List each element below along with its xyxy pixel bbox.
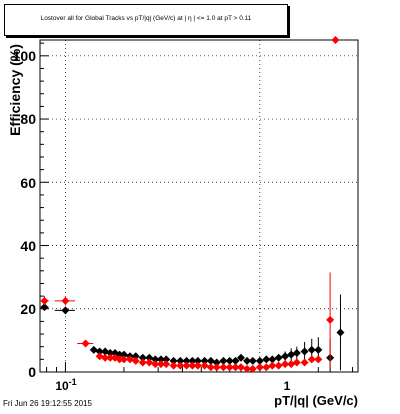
chart-title: Lostover all for Global Tracks vs pT/|q|… — [40, 15, 252, 22]
data-point — [61, 296, 70, 305]
y-tick-label-80: 80 — [20, 111, 36, 127]
data-point — [145, 358, 154, 367]
data-point — [219, 363, 228, 372]
data-point — [292, 349, 301, 358]
data-point — [89, 345, 98, 354]
data-point — [336, 328, 345, 337]
data-point — [231, 363, 240, 372]
data-point — [200, 361, 209, 370]
data-point — [281, 352, 290, 361]
data-point — [200, 356, 209, 365]
data-point — [212, 363, 221, 372]
data-point — [182, 361, 191, 370]
data-point — [40, 303, 49, 312]
x-tick-label-0.1-base: 10 — [55, 379, 69, 393]
y-tick-label-60: 60 — [20, 175, 36, 191]
data-point — [262, 363, 271, 372]
data-point — [138, 353, 147, 362]
data-point — [206, 363, 215, 372]
series-black — [40, 294, 345, 372]
series-red — [40, 36, 340, 373]
data-point — [268, 355, 277, 364]
data-point — [138, 358, 147, 367]
data-point — [219, 356, 228, 365]
data-point — [95, 347, 104, 356]
data-point — [81, 339, 90, 348]
data-point — [225, 356, 234, 365]
timestamp: Fri Jun 26 19:12:55 2015 — [3, 399, 92, 408]
data-point — [101, 353, 110, 362]
chart-title-box: Lostover all for Global Tracks vs pT/|q|… — [4, 4, 288, 36]
plot-frame — [39, 39, 359, 373]
data-point — [169, 356, 178, 365]
data-point — [326, 315, 335, 324]
data-point — [151, 360, 160, 369]
data-point — [231, 356, 240, 365]
data-point — [188, 356, 197, 365]
data-point — [206, 356, 215, 365]
grid-lines — [40, 40, 358, 373]
data-point — [151, 355, 160, 364]
data-point — [115, 355, 124, 364]
data-point — [248, 356, 257, 365]
data-point — [243, 356, 252, 365]
data-point — [193, 361, 202, 370]
data-point — [176, 356, 185, 365]
data-point — [331, 36, 340, 44]
data-point — [188, 361, 197, 370]
data-point — [274, 353, 283, 362]
data-point — [169, 361, 178, 370]
data-point — [106, 349, 115, 358]
data-point — [300, 358, 309, 367]
data-point — [145, 353, 154, 362]
data-point — [61, 306, 70, 315]
data-point — [287, 360, 296, 369]
y-tick-label-100: 100 — [13, 48, 37, 64]
data-point — [307, 355, 316, 364]
data-point — [274, 361, 283, 370]
data-point — [248, 364, 257, 373]
y-axis-label: Efficiency (%) — [7, 44, 23, 136]
data-point — [106, 353, 115, 362]
axis-ticks — [40, 42, 354, 373]
data-point — [255, 356, 264, 365]
data-point — [119, 350, 128, 359]
data-point — [287, 350, 296, 359]
data-point — [307, 345, 316, 354]
y-tick-label-20: 20 — [20, 301, 36, 317]
data-series — [40, 36, 345, 373]
data-point — [292, 358, 301, 367]
x-tick-label-0.1: 10-1 — [55, 377, 76, 393]
data-point — [236, 363, 245, 372]
data-point — [212, 358, 221, 367]
data-point — [119, 355, 128, 364]
y-tick-label-0: 0 — [28, 364, 36, 380]
data-point — [268, 361, 277, 370]
data-point — [281, 360, 290, 369]
data-point — [40, 296, 49, 305]
data-point — [314, 355, 323, 364]
data-point — [182, 356, 191, 365]
data-point — [236, 353, 245, 362]
data-point — [156, 360, 165, 369]
data-point — [314, 345, 323, 354]
data-point — [300, 347, 309, 356]
data-point — [255, 363, 264, 372]
data-point — [225, 363, 234, 372]
x-tick-label-1: 1 — [284, 379, 291, 393]
data-point — [131, 356, 140, 365]
data-point — [126, 355, 135, 364]
y-tick-label-40: 40 — [20, 238, 36, 254]
x-axis-label: pT/|q| (GeV/c) — [274, 393, 358, 408]
data-point — [131, 352, 140, 361]
data-point — [162, 360, 171, 369]
data-point — [156, 355, 165, 364]
data-point — [243, 364, 252, 373]
x-tick-label-0.1-exponent: -1 — [69, 377, 77, 387]
data-point — [193, 356, 202, 365]
data-point — [176, 361, 185, 370]
data-point — [262, 355, 271, 364]
data-point — [162, 355, 171, 364]
